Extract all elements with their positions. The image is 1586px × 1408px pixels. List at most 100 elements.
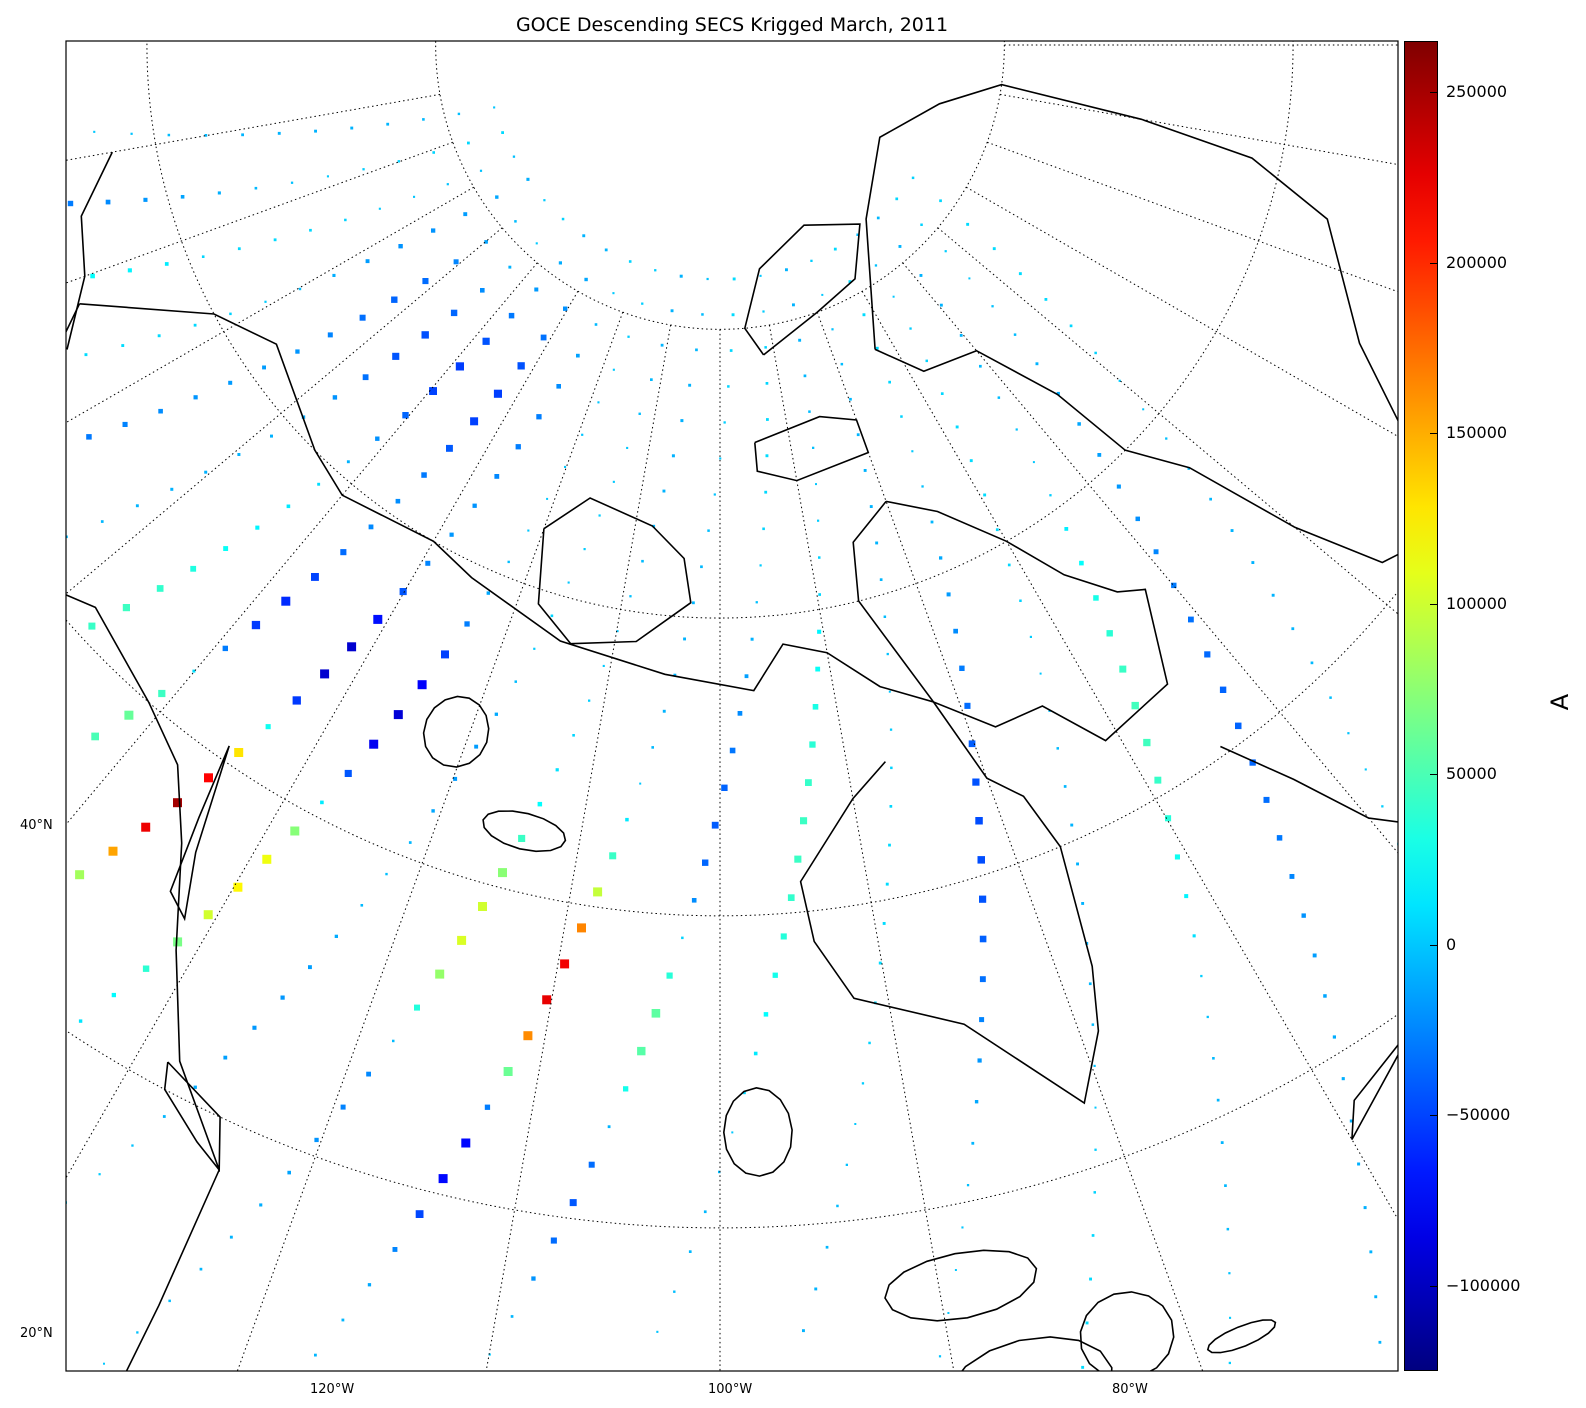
- track-point: [193, 395, 198, 400]
- track-point: [501, 131, 504, 134]
- track-point: [818, 556, 821, 559]
- lake-outline: [1079, 1291, 1175, 1371]
- track-point: [802, 1329, 805, 1333]
- coastline-segment: [169, 745, 230, 922]
- track-point: [1310, 661, 1314, 665]
- track-point: [711, 821, 719, 829]
- track-point: [729, 349, 733, 352]
- track-point: [1081, 902, 1085, 905]
- track-point: [1374, 1295, 1378, 1299]
- track-point: [546, 497, 549, 500]
- track-point: [1220, 1141, 1224, 1144]
- track-point: [662, 489, 666, 493]
- track-point: [386, 122, 390, 126]
- track-point: [848, 280, 852, 284]
- lon-label-100w: 100°W: [708, 1382, 753, 1397]
- track-point: [731, 1131, 734, 1134]
- track-point: [1153, 549, 1159, 555]
- track-point: [366, 1071, 371, 1077]
- track-point: [1085, 1321, 1089, 1325]
- track-point: [273, 238, 277, 242]
- track-point: [861, 1082, 865, 1085]
- track-point: [543, 199, 546, 202]
- track-point: [876, 216, 880, 220]
- track-point: [277, 131, 281, 135]
- lake-outline: [884, 1249, 1038, 1322]
- track-point: [397, 160, 400, 163]
- track-point: [399, 588, 407, 596]
- track-point: [983, 493, 987, 497]
- track-point: [1251, 561, 1255, 564]
- track-point: [718, 1170, 721, 1174]
- track-point: [883, 615, 887, 618]
- track-point: [1091, 1234, 1095, 1237]
- track-point: [1229, 1316, 1232, 1319]
- colorbar-tick-label: 250000: [1446, 82, 1508, 102]
- colorbar-tick-label: 200000: [1446, 252, 1508, 272]
- track-point: [656, 1330, 659, 1333]
- track-point: [594, 323, 598, 326]
- track-point: [262, 854, 272, 864]
- track-point: [787, 894, 795, 901]
- track-point: [344, 769, 352, 777]
- lon-label-120w: 120°W: [310, 1382, 355, 1397]
- map-frame: [65, 40, 1399, 1372]
- track-point: [814, 1287, 818, 1291]
- track-point: [508, 312, 515, 319]
- track-point: [78, 1019, 83, 1023]
- track-point: [869, 505, 873, 508]
- track-point: [164, 262, 169, 266]
- track-point: [584, 277, 588, 282]
- track-point: [964, 702, 971, 709]
- meridian--110: [485, 324, 672, 1371]
- track-point: [794, 855, 802, 863]
- track-point: [251, 620, 261, 630]
- track-point: [679, 274, 683, 278]
- track-point: [373, 614, 383, 624]
- track-point: [817, 629, 822, 634]
- track-point: [527, 529, 530, 532]
- track-point: [1069, 324, 1073, 328]
- colorbar-tick-label: −100000: [1446, 1275, 1521, 1295]
- track-point: [130, 132, 133, 135]
- track-point: [320, 800, 324, 805]
- track-point: [143, 197, 148, 202]
- track-point: [892, 295, 895, 298]
- track-point: [975, 817, 983, 825]
- track-point: [317, 482, 321, 486]
- track-point: [141, 822, 151, 832]
- colorbar-tick-label: 50000: [1446, 764, 1497, 784]
- track-point: [688, 1250, 692, 1253]
- track-point: [969, 459, 973, 463]
- track-point: [729, 747, 736, 754]
- track-point: [971, 1141, 975, 1145]
- meridian--140: [66, 262, 538, 826]
- track-point: [671, 454, 675, 458]
- track-point: [1209, 497, 1212, 501]
- meridian--160: [66, 186, 475, 424]
- track-point: [1312, 953, 1317, 958]
- track-point: [968, 740, 976, 748]
- track-point: [1093, 1064, 1096, 1067]
- track-point: [561, 217, 565, 221]
- track-point: [393, 710, 403, 720]
- track-point: [810, 259, 813, 262]
- track-point: [415, 1210, 424, 1218]
- track-point: [895, 197, 899, 201]
- track-point: [1216, 1098, 1220, 1102]
- track-point: [344, 218, 347, 222]
- track-point: [531, 1276, 536, 1281]
- parallel-60: [66, 590, 1398, 917]
- satellite-track-points: [66, 106, 1398, 1369]
- track-point: [997, 396, 1001, 399]
- track-point: [90, 273, 95, 279]
- track-point: [1219, 686, 1227, 693]
- track-point: [478, 902, 487, 911]
- track-point: [136, 1331, 139, 1334]
- track-point: [974, 1100, 979, 1104]
- track-point: [688, 383, 692, 387]
- track-point: [764, 490, 768, 494]
- track-point: [474, 744, 479, 749]
- track-point: [1341, 1077, 1345, 1081]
